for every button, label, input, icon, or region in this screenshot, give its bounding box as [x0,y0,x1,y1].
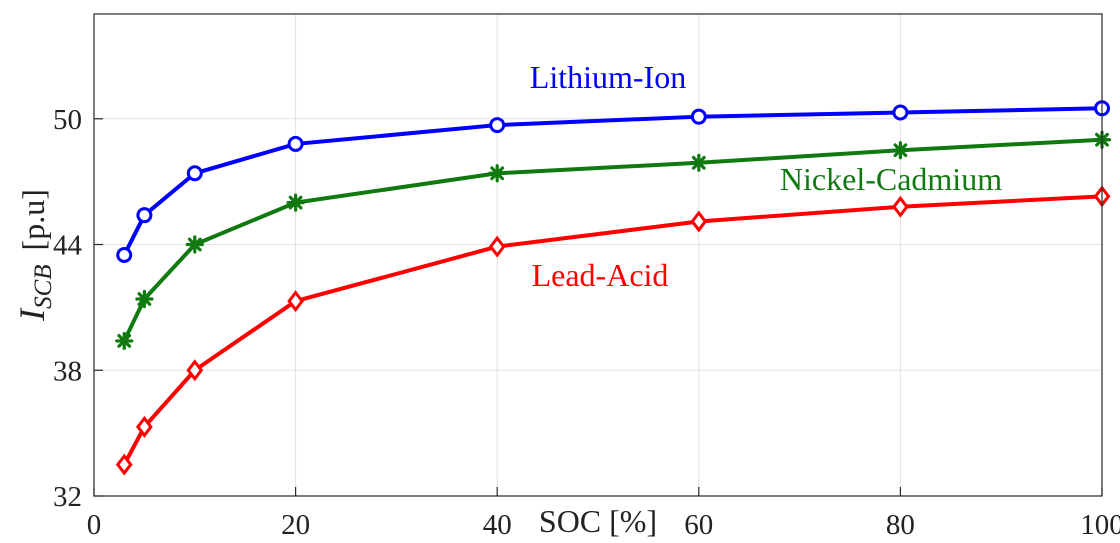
data-point-nickel-cadmium [286,193,305,212]
asterisk-stroke [117,334,132,348]
series-line-lead-acid [122,194,1104,467]
y-tick-label: 38 [53,355,82,387]
data-point-lead-acid [115,453,133,476]
asterisk-stroke [490,166,505,181]
data-point-nickel-cadmium [115,331,134,351]
asterisk-stroke [893,143,908,158]
data-point-lead-acid [136,415,153,438]
series-label-lithium-ion: Lithium-Ion [530,59,686,95]
series-label-lead-acid: Lead-Acid [532,257,669,293]
x-tick-label: 60 [684,509,713,541]
y-axis-label: ISCB [p.u] [12,189,57,322]
data-point-lithium-ion [136,207,153,224]
data-point-lithium-ion [116,247,133,263]
x-tick-label: 40 [483,509,512,541]
data-point-nickel-cadmium [891,141,910,160]
plot-area [94,14,1102,496]
data-point-lead-acid [287,290,304,313]
data-point-lithium-ion [690,108,707,125]
y-tick-label: 44 [53,230,83,262]
y-tick-label: 50 [53,104,82,136]
data-point-nickel-cadmium [185,235,204,254]
asterisk-stroke [288,195,303,210]
y-axis-label-unit: [p.u] [15,189,51,250]
data-point-lithium-ion [186,165,203,182]
plot-frame [93,13,1103,497]
series-label-nickel-cadmium: Nickel-Cadmium [780,161,1002,197]
data-point-lead-acid [186,359,204,382]
data-point-lead-acid [488,235,506,258]
asterisk-stroke [187,237,202,252]
x-tick-label: 0 [87,509,102,541]
data-point-lead-acid [892,195,909,218]
data-point-lead-acid [690,210,708,233]
asterisk-stroke [137,292,152,306]
series-line-lithium-ion [122,106,1104,257]
series-line-nickel-cadmium [122,137,1104,343]
x-axis-label: SOC [%] [539,503,657,539]
asterisk-stroke [691,155,706,170]
series-lines [122,106,1104,467]
data-point-lithium-ion [287,135,304,152]
y-tick-labels: 32 38 44 50 [53,104,83,513]
y-tick-label: 32 [53,481,82,513]
series-markers [115,100,1112,476]
x-tick-label: 20 [281,509,310,541]
data-point-lithium-ion [892,104,909,121]
y-axis-label-symbol: I [12,307,52,322]
x-tick-label: 100 [1080,509,1120,541]
x-tick-labels: 0 20 40 60 80 100 [87,509,1120,541]
data-point-nickel-cadmium [488,164,507,183]
data-point-nickel-cadmium [689,153,708,172]
data-point-nickel-cadmium [135,289,154,309]
y-axis-label-subscript: SCB [30,264,57,308]
data-point-lithium-ion [489,117,506,134]
x-tick-label: 80 [886,509,915,541]
